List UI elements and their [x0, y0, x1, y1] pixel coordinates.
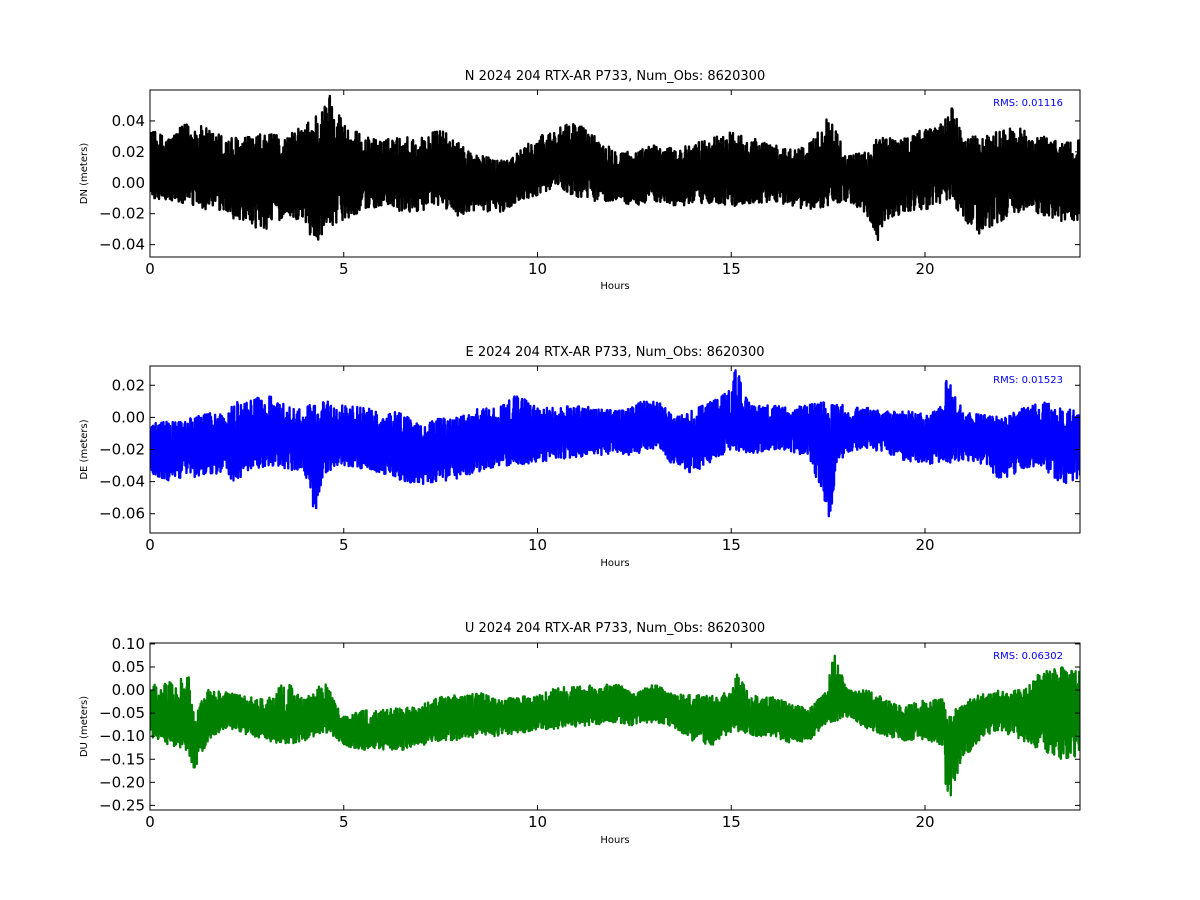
- panel-up-yticks: −0.25 −0.20 −0.15 −0.10 −0.05 0.00 0.05 0.10: [99, 635, 1080, 814]
- panel-east-series: [150, 369, 1080, 518]
- panel-north: N 2024 204 RTX-AR P733, Num_Obs: 8620300…: [79, 69, 1081, 292]
- panel-north-yticks: −0.04 −0.02 0.00 0.02 0.04: [99, 112, 1080, 254]
- panel-up-xlabel: Hours: [600, 835, 629, 846]
- panel-north-ylabel: DN (meters): [79, 143, 90, 205]
- ytick-label: −0.20: [99, 773, 145, 791]
- panel-up-title: U 2024 204 RTX-AR P733, Num_Obs: 8620300: [465, 621, 765, 636]
- ytick-label: −0.25: [99, 796, 145, 814]
- ytick-label: 0.00: [112, 174, 145, 192]
- ytick-label: 0.00: [112, 681, 145, 699]
- ytick-label: −0.10: [99, 727, 145, 745]
- panel-north-title: N 2024 204 RTX-AR P733, Num_Obs: 8620300: [465, 69, 765, 84]
- ytick-label: 0.04: [112, 112, 145, 130]
- xtick-label: 0: [145, 536, 155, 554]
- panel-up-xticks: 0 5 10 15 20: [145, 643, 935, 831]
- panel-north-xlabel: Hours: [600, 281, 629, 292]
- panel-east-ylabel: DE (meters): [79, 419, 90, 479]
- series-line: [150, 369, 1080, 518]
- xtick-label: 15: [722, 536, 741, 554]
- panel-up-rms-annotation: RMS: 0.06302: [993, 651, 1063, 662]
- xtick-label: 5: [339, 813, 349, 831]
- panel-east-xticks: 0 5 10 15 20: [145, 366, 935, 554]
- panel-north-axes-frame: [149, 89, 1081, 258]
- ytick-label: 0.10: [112, 635, 145, 653]
- xtick-label: 10: [528, 260, 547, 278]
- ytick-label: −0.05: [99, 704, 145, 722]
- xtick-label: 20: [915, 260, 934, 278]
- ytick-label: 0.00: [112, 408, 145, 426]
- ytick-label: 0.05: [112, 658, 145, 676]
- panel-north-xticks: 0 5 10 15 20: [145, 90, 935, 278]
- xtick-label: 0: [145, 260, 155, 278]
- panel-east-rms-annotation: RMS: 0.01523: [993, 375, 1063, 386]
- xtick-label: 15: [722, 813, 741, 831]
- series-line: [150, 94, 1080, 242]
- ytick-label: −0.04: [99, 236, 145, 254]
- ytick-label: −0.02: [99, 441, 145, 459]
- panel-north-series: [150, 94, 1080, 242]
- panel-up-axes-frame: [149, 642, 1081, 811]
- panel-north-rms-annotation: RMS: 0.01116: [993, 98, 1063, 109]
- xtick-label: 10: [528, 536, 547, 554]
- panel-east-yticks: −0.06 −0.04 −0.02 0.00 0.02: [99, 376, 1080, 523]
- xtick-label: 5: [339, 260, 349, 278]
- series-line: [150, 654, 1080, 797]
- ytick-label: −0.06: [99, 505, 145, 523]
- xtick-label: 20: [915, 536, 934, 554]
- panel-east: E 2024 204 RTX-AR P733, Num_Obs: 8620300…: [79, 345, 1081, 569]
- panel-east-xlabel: Hours: [600, 558, 629, 569]
- ytick-label: 0.02: [112, 143, 145, 161]
- panel-up-ylabel: DU (meters): [79, 696, 90, 757]
- xtick-label: 15: [722, 260, 741, 278]
- xtick-label: 0: [145, 813, 155, 831]
- ytick-label: −0.15: [99, 750, 145, 768]
- panel-up-series: [150, 654, 1080, 797]
- ytick-label: −0.04: [99, 473, 145, 491]
- panel-up: U 2024 204 RTX-AR P733, Num_Obs: 8620300…: [79, 621, 1081, 846]
- xtick-label: 5: [339, 536, 349, 554]
- xtick-label: 10: [528, 813, 547, 831]
- ytick-label: −0.02: [99, 205, 145, 223]
- ytick-label: 0.02: [112, 376, 145, 394]
- xtick-label: 20: [915, 813, 934, 831]
- panel-east-title: E 2024 204 RTX-AR P733, Num_Obs: 8620300: [466, 345, 765, 360]
